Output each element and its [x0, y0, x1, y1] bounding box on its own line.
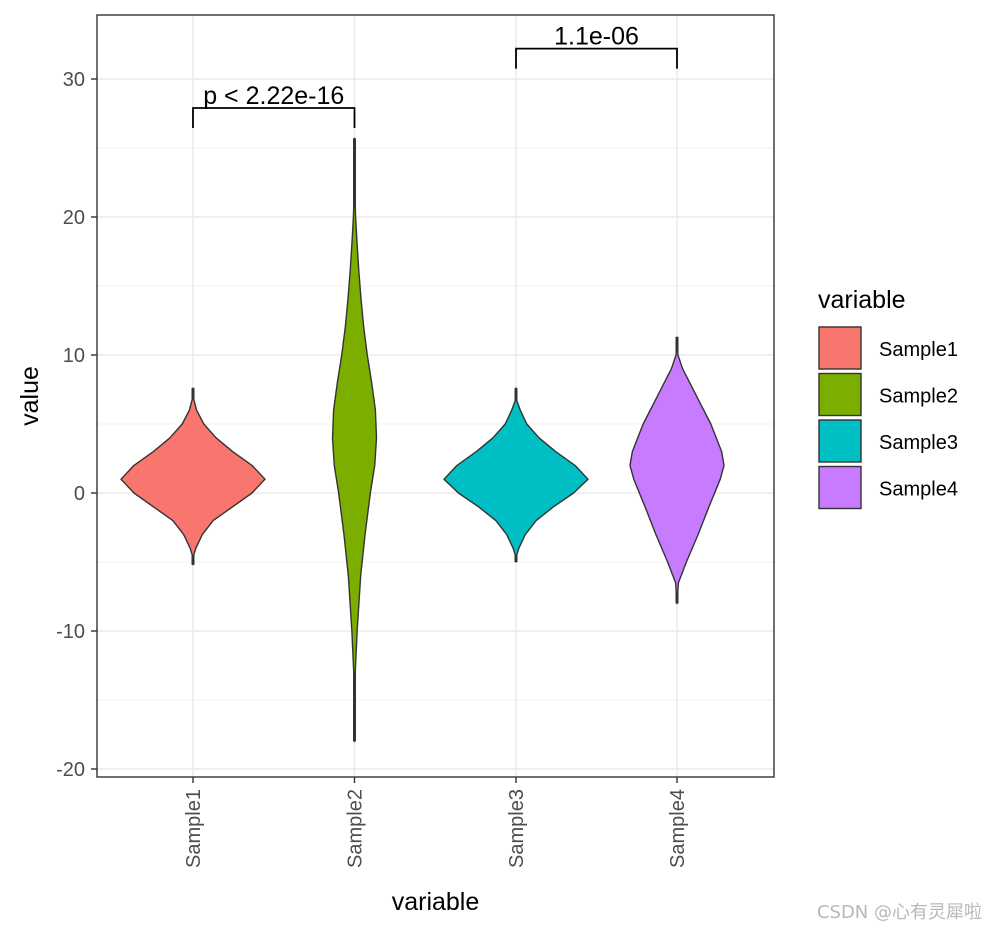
comparison-label: 1.1e-06	[554, 23, 639, 51]
x-tick-label-sample4: Sample4	[667, 789, 689, 868]
x-tick-label-sample3: Sample3	[506, 789, 528, 868]
x-axis-title: variable	[392, 888, 480, 916]
comparison-label: p < 2.22e-16	[203, 82, 344, 110]
axes-layer: -20 -10 0 10 20 30 Sample1 Sample2 Sample3 Sample…	[56, 69, 689, 868]
legend-key-sample4	[818, 465, 862, 510]
legend-label-sample1: Sample1	[879, 339, 958, 361]
legend-key-sample1	[818, 326, 862, 370]
violin-sample1	[120, 387, 266, 566]
legend-label-sample2: Sample2	[879, 386, 958, 408]
y-tick-label: 20	[63, 207, 85, 229]
legend-label-sample3: Sample3	[879, 432, 958, 454]
y-tick-label: 30	[63, 69, 85, 91]
violins-layer	[120, 137, 725, 743]
y-tick-label: 10	[63, 345, 85, 367]
violin-sample3	[443, 387, 589, 563]
x-tick-label-sample1: Sample1	[183, 789, 205, 868]
legend: variable Sample1 Sample2 Sample3 Sample4	[818, 286, 958, 510]
legend-title: variable	[818, 286, 906, 314]
legend-key-sample3	[818, 419, 862, 463]
violin-sample2	[331, 137, 378, 743]
comparison-bracket	[515, 47, 678, 69]
comparison-bracket	[192, 107, 356, 128]
legend-label-sample4: Sample4	[879, 479, 958, 501]
legend-key-sample2	[818, 372, 862, 417]
violin-sample4	[629, 336, 725, 605]
y-tick-label: -20	[56, 759, 85, 781]
y-tick-label: -10	[56, 621, 85, 643]
x-tick-label-sample2: Sample2	[345, 789, 367, 868]
y-axis-title: value	[16, 366, 44, 426]
panel-border	[96, 14, 775, 778]
watermark-text: CSDN @心有灵犀啦	[817, 902, 982, 923]
y-tick-label: 0	[74, 483, 85, 505]
comparisons-layer: p < 2.22e-16 1.1e-06	[192, 23, 678, 128]
